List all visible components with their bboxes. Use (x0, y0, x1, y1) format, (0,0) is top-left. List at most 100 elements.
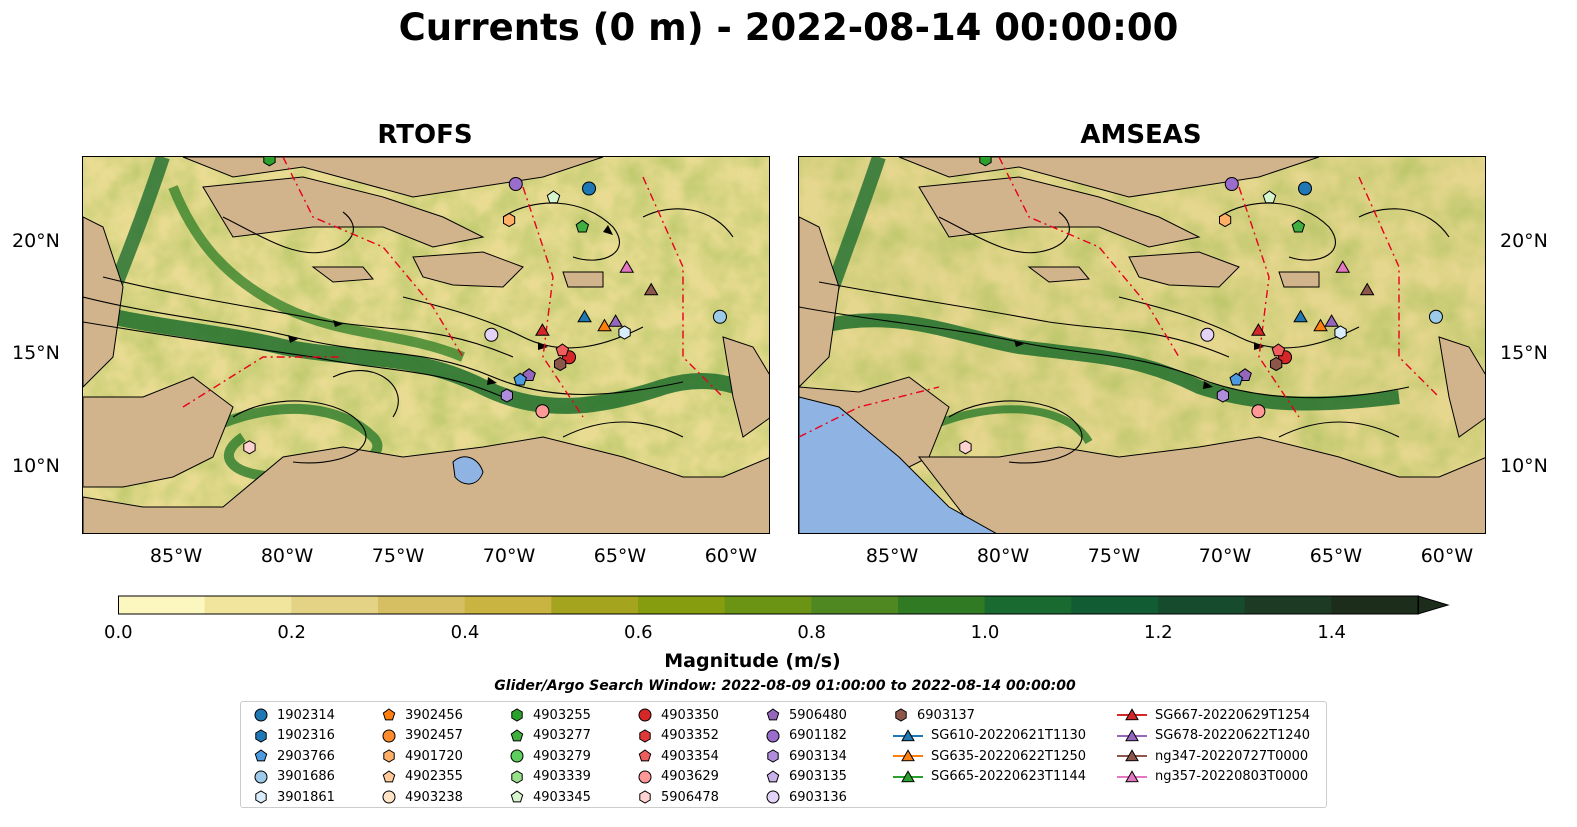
legend-item: 4903277 (509, 726, 591, 746)
colorbar-cell (118, 596, 206, 614)
legend-item: 2903766 (253, 746, 335, 766)
legend-item: SG635-20220622T1250 (893, 746, 1086, 766)
legend-item-label: 4903255 (533, 707, 591, 723)
colorbar-cell (638, 596, 726, 614)
legend-item-label: 4903238 (405, 789, 463, 805)
hexagon-marker-icon (511, 708, 523, 722)
legend-item-label: SG635-20220622T1250 (931, 748, 1087, 764)
colorbar-cell (291, 596, 379, 614)
legend-item-label: 1902316 (277, 728, 335, 744)
legend-item: 4902355 (381, 767, 463, 787)
legend-item: 4903345 (509, 787, 591, 807)
colorbar-tick-label: 0.6 (624, 622, 653, 643)
legend-item-label: 2903766 (277, 748, 335, 764)
lat-tick-label: 20°N (12, 229, 60, 252)
legend-item-label: ng347-20220727T0000 (1155, 748, 1309, 764)
platform-marker-3901861 (1334, 325, 1347, 340)
hexagon-marker-icon (895, 708, 907, 722)
platform-marker-4901720 (503, 212, 516, 228)
legend: 1902314 1902316 2903766 3901686 3901861 39024… (240, 701, 1327, 808)
platform-marker-2903766 (513, 372, 527, 386)
lat-tick-label: 15°N (12, 342, 60, 364)
platform-marker-SG635-20220622T1250 (597, 318, 612, 332)
platform-marker-1902314 (582, 181, 597, 196)
legend-item-label: 6903135 (789, 769, 847, 785)
legend-item-label: SG678-20220622T1240 (1155, 728, 1311, 744)
colorbar-cell (378, 596, 466, 614)
triangle-marker-icon (893, 749, 923, 762)
platform-marker-5906478 (959, 440, 972, 455)
pentagon-marker-icon (382, 770, 396, 783)
platform-marker-4903345 (1262, 190, 1277, 204)
platform-marker-4903354 (1271, 343, 1286, 357)
platform-marker-6903137 (554, 356, 567, 372)
colorbar-cell (1244, 596, 1332, 614)
triangle-marker-icon (1117, 770, 1147, 783)
rtofs-platform-markers (243, 157, 727, 455)
legend-item: 4901720 (381, 746, 463, 766)
colorbar-cell (898, 596, 986, 614)
triangle-marker-icon (893, 770, 923, 783)
legend-item: 6901182 (765, 726, 847, 746)
legend-item: 5906478 (637, 787, 719, 807)
platform-marker-6903134 (500, 388, 513, 403)
legend-item-label: 6901182 (789, 728, 847, 744)
legend-item: SG610-20220621T1130 (893, 726, 1086, 746)
legend-item-label: ng357-20220803T0000 (1155, 769, 1309, 785)
circle-marker-icon (382, 729, 396, 743)
colorbar-cell (984, 596, 1072, 614)
amseas-map-canvas (799, 157, 1485, 533)
lon-tick-label: 60°W (1420, 545, 1474, 567)
platform-marker-2903766 (1229, 372, 1243, 386)
pentagon-marker-icon (254, 749, 268, 762)
legend-item-label: 4901720 (405, 748, 463, 764)
search-window-text: Glider/Argo Search Window: 2022-08-09 01… (494, 678, 1076, 694)
platform-marker-4901720 (1219, 212, 1232, 228)
pentagon-marker-icon (766, 708, 780, 721)
pentagon-marker-icon (382, 708, 396, 721)
lat-tick-label: 20°N (1500, 229, 1548, 252)
legend-item: 4903629 (637, 767, 719, 787)
colorbar-cell (1158, 596, 1246, 614)
lon-tick-label: 70°W (482, 545, 536, 567)
panel-title-amseas: AMSEAS (1080, 120, 1202, 150)
colorbar-tick-label: 0.2 (277, 622, 306, 643)
colorbar-tick-label: 0.4 (450, 622, 480, 643)
platform-marker-SG678-20220622T1240 (608, 314, 623, 327)
colorbar-tick-label: 0.8 (797, 622, 826, 643)
platform-marker-SG635-20220622T1250 (1313, 318, 1328, 332)
colorbar-tick-label: 1.4 (1317, 622, 1346, 643)
platform-marker-6903137 (1270, 356, 1283, 372)
legend-item-label: 3902456 (405, 707, 463, 723)
platform-marker-SG610-20220621T1130 (577, 309, 592, 323)
figure-title: Currents (0 m) - 2022-08-14 00:00:00 (398, 6, 1179, 49)
platform-marker-SG678-20220622T1240 (1324, 314, 1339, 327)
circle-marker-icon (638, 708, 652, 722)
legend-item-label: 5906480 (789, 707, 847, 723)
platform-marker-6903136 (1200, 327, 1215, 342)
colorbar (118, 595, 1450, 615)
colorbar-cell (724, 596, 812, 614)
platform-marker-SG610-20220621T1130 (1293, 309, 1308, 323)
platform-marker-3901861 (618, 325, 631, 340)
colorbar-frame (118, 595, 1419, 615)
colorbar-cell (1331, 596, 1419, 614)
rtofs-map (82, 156, 770, 534)
circle-marker-icon (766, 729, 780, 743)
circle-marker-icon (254, 770, 268, 784)
legend-item-label: 4903277 (533, 728, 591, 744)
legend-item: 4903255 (509, 705, 591, 725)
legend-item-label: 4903345 (533, 789, 591, 805)
legend-item: SG678-20220622T1240 (1117, 726, 1310, 746)
legend-item-label: 6903137 (917, 707, 975, 723)
lon-tick-label: 75°W (371, 545, 425, 567)
legend-item-label: 1902314 (277, 707, 335, 723)
platform-marker-1902314 (1298, 181, 1313, 196)
circle-marker-icon (510, 749, 524, 763)
colorbar-cell (811, 596, 899, 614)
pentagon-marker-icon (766, 770, 780, 783)
legend-item: 5906480 (765, 705, 847, 725)
lon-tick-label: 80°W (260, 545, 314, 567)
amseas-platform-markers (959, 157, 1443, 455)
legend-item-label: SG665-20220623T1144 (931, 769, 1087, 785)
